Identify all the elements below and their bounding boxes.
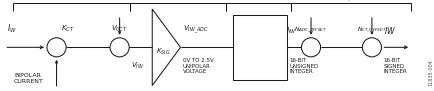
Text: $I_W$: $I_W$ bbox=[7, 23, 16, 35]
Text: $N_{ADC\_OFFSET}$: $N_{ADC\_OFFSET}$ bbox=[294, 25, 327, 34]
Text: $V_{IW}$: $V_{IW}$ bbox=[131, 61, 144, 71]
Text: BIPOLAR
CURRENT: BIPOLAR CURRENT bbox=[13, 73, 43, 84]
Text: $K_{CT}$: $K_{CT}$ bbox=[61, 24, 75, 34]
Text: SIGNAL
CONDITIONING: SIGNAL CONDITIONING bbox=[146, 0, 210, 1]
Text: $V_{IW\_ADC}$: $V_{IW\_ADC}$ bbox=[182, 24, 208, 36]
Text: $N_{CT\_OFFSET}$: $N_{CT\_OFFSET}$ bbox=[356, 25, 386, 34]
Ellipse shape bbox=[110, 38, 129, 57]
Text: 11835-004: 11835-004 bbox=[428, 60, 433, 86]
Text: $IW$: $IW$ bbox=[383, 25, 395, 36]
Text: $V_{0CT}$: $V_{0CT}$ bbox=[111, 24, 128, 34]
Text: 16-BIT
UNSIGNED
INTEGER: 16-BIT UNSIGNED INTEGER bbox=[289, 58, 318, 74]
Text: $N_{IW}$: $N_{IW}$ bbox=[283, 26, 296, 36]
Text: $K_{ADC}$: $K_{ADC}$ bbox=[249, 41, 270, 54]
Bar bbox=[232, 15, 286, 80]
Text: S/W: S/W bbox=[342, 0, 358, 1]
Text: 16-BIT
SIGNED
INTEGER: 16-BIT SIGNED INTEGER bbox=[383, 58, 407, 74]
Ellipse shape bbox=[301, 38, 320, 57]
Ellipse shape bbox=[362, 38, 381, 57]
Ellipse shape bbox=[47, 38, 66, 57]
Text: CURRENT
TRANSDUCER: CURRENT TRANSDUCER bbox=[43, 0, 101, 1]
Text: $K_{SIG}$: $K_{SIG}$ bbox=[155, 47, 170, 57]
Text: 0V TO 2.5V
UNIPOLAR
VOLTAGE: 0V TO 2.5V UNIPOLAR VOLTAGE bbox=[182, 58, 213, 74]
Text: ADC: ADC bbox=[249, 0, 267, 1]
